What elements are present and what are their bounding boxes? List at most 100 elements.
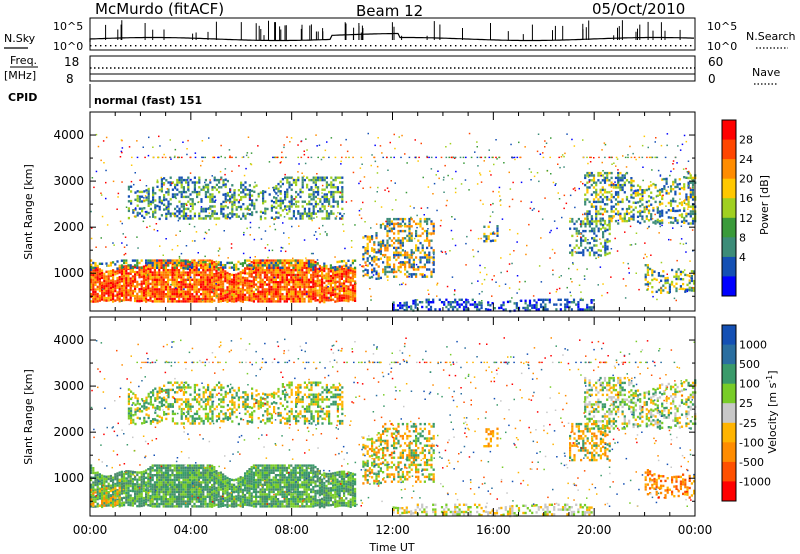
heatmap-cell	[90, 283, 93, 286]
heatmap-cell	[125, 272, 128, 275]
heatmap-cell	[343, 275, 346, 278]
heatmap-cell	[325, 198, 328, 201]
heatmap-cell	[373, 257, 376, 261]
heatmap-cell	[610, 219, 613, 223]
heatmap-cell	[568, 301, 571, 304]
heatmap-cell	[151, 285, 154, 289]
freq-units: [MHz]	[4, 69, 36, 82]
heatmap-cell	[92, 298, 95, 301]
heatmap-point	[312, 252, 314, 255]
heatmap-cell	[255, 297, 258, 301]
heatmap-cell	[604, 241, 607, 245]
heatmap-cell	[354, 273, 357, 276]
heatmap-cell	[597, 198, 600, 201]
heatmap-cell	[195, 281, 198, 284]
heatmap-point	[310, 252, 313, 255]
heatmap-cell	[364, 268, 367, 271]
heatmap-cell	[129, 287, 132, 290]
heatmap-cell	[193, 186, 196, 189]
heatmap-cell	[689, 188, 692, 192]
heatmap-point	[345, 138, 347, 141]
heatmap-cell	[682, 287, 685, 291]
heatmap-cell	[614, 212, 618, 216]
heatmap-cell	[140, 292, 143, 295]
heatmap-cell	[235, 213, 238, 216]
heatmap-point	[660, 144, 663, 147]
heatmap-cell	[404, 225, 407, 228]
heatmap-cell	[233, 276, 236, 279]
heatmap-cell	[98, 297, 101, 300]
heatmap-cell	[284, 193, 287, 196]
heatmap-cell	[630, 205, 633, 209]
heatmap-cell	[246, 279, 249, 282]
heatmap-cell	[186, 273, 189, 277]
heatmap-cell	[408, 273, 411, 276]
heatmap-cell	[123, 274, 126, 278]
heatmap-point	[249, 198, 251, 200]
heatmap-cell	[160, 264, 163, 267]
heatmap-cell	[689, 215, 692, 218]
heatmap-cell	[317, 188, 320, 191]
heatmap-cell	[480, 304, 483, 307]
heatmap-cell	[114, 285, 117, 288]
heatmap-cell	[652, 209, 655, 212]
heatmap-cell	[105, 292, 108, 295]
heatmap-cell	[336, 273, 339, 276]
heatmap-point	[385, 220, 387, 223]
heatmap-cell	[397, 229, 400, 233]
heatmap-cell	[189, 271, 192, 274]
heatmap-cell	[654, 186, 657, 189]
heatmap-cell	[127, 279, 130, 282]
heatmap-cell	[683, 183, 686, 186]
heatmap-cell	[419, 234, 422, 238]
heatmap-cell	[193, 276, 196, 279]
heatmap-cell	[277, 204, 280, 207]
heatmap-region	[569, 217, 611, 257]
heatmap-cell	[262, 194, 265, 198]
heatmap-cell	[614, 207, 618, 211]
heatmap-point	[615, 165, 617, 167]
heatmap-cell	[295, 181, 298, 184]
heatmap-cell	[255, 259, 258, 262]
heatmap-cell	[160, 187, 163, 191]
heatmap-cell	[219, 295, 222, 298]
heatmap-cell	[296, 297, 299, 301]
heatmap-cell	[314, 268, 317, 271]
heatmap-cell	[180, 193, 183, 196]
heatmap-point	[437, 170, 439, 172]
heatmap-cell	[160, 182, 163, 186]
heatmap-cell	[235, 295, 238, 298]
heatmap-point	[343, 230, 345, 232]
heatmap-cell	[669, 202, 673, 205]
heatmap-cell	[608, 232, 611, 236]
heatmap-point	[171, 182, 173, 185]
heatmap-cell	[412, 263, 415, 266]
heatmap-cell	[215, 296, 218, 299]
heatmap-cell	[349, 281, 352, 284]
heatmap-cell	[658, 203, 662, 206]
heatmap-cell	[285, 278, 288, 281]
heatmap-cell	[584, 198, 587, 201]
noise-search-dot	[235, 45, 237, 47]
heatmap-cell	[152, 198, 155, 202]
heatmap-cell	[180, 261, 183, 265]
heatmap-cell	[259, 273, 262, 277]
heatmap-cell	[151, 281, 154, 284]
heatmap-cell	[248, 284, 251, 287]
heatmap-cell	[691, 181, 695, 184]
heatmap-cell	[204, 195, 207, 199]
heatmap-cell	[415, 234, 418, 238]
heatmap-cell	[299, 188, 302, 191]
heatmap-cell	[303, 266, 306, 269]
heatmap-cell	[228, 299, 231, 302]
heatmap-cell	[193, 212, 196, 215]
heatmap-cell	[182, 264, 185, 267]
heatmap-cell	[224, 195, 227, 198]
heatmap-cell	[180, 285, 183, 289]
heatmap-cell	[140, 287, 143, 291]
heatmap-cell	[274, 259, 277, 262]
heatmap-cell	[410, 234, 413, 238]
heatmap-cell	[307, 281, 310, 284]
heatmap-cell	[180, 266, 183, 269]
heatmap-cell	[371, 268, 374, 272]
